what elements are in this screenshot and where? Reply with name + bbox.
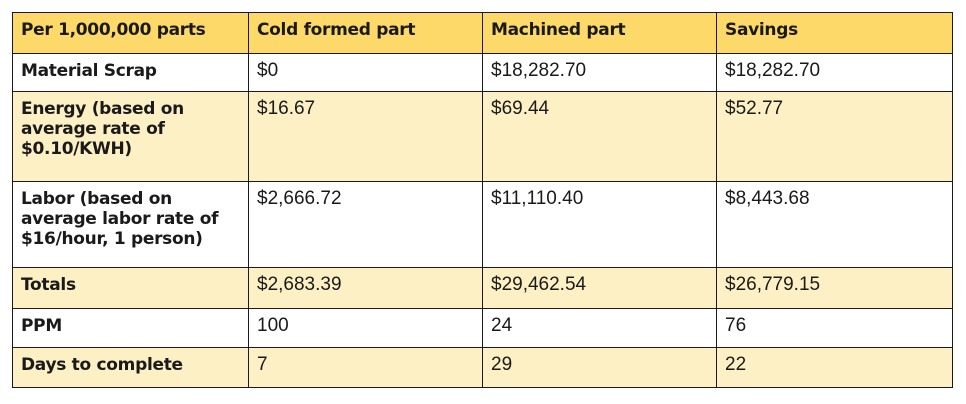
row-label: Material Scrap — [12, 53, 249, 92]
row-label: Energy (based on average rate of $0.10/K… — [12, 91, 249, 182]
table-row-days-to-complete: Days to complete 7 29 22 — [12, 347, 953, 388]
savings-value: $8,443.68 — [716, 181, 953, 268]
table-row-labor: Labor (based on average labor rate of $1… — [12, 181, 953, 268]
machined-value: 29 — [482, 347, 717, 388]
cold-formed-value: $2,683.39 — [248, 267, 483, 309]
cold-formed-value: $0 — [248, 53, 483, 92]
row-label: Labor (based on average labor rate of $1… — [12, 181, 249, 268]
cold-formed-value: 100 — [248, 308, 483, 348]
machined-value: $69.44 — [482, 91, 717, 182]
table-row-energy: Energy (based on average rate of $0.10/K… — [12, 91, 953, 182]
machined-value: $18,282.70 — [482, 53, 717, 92]
table-row-totals: Totals $2,683.39 $29,462.54 $26,779.15 — [12, 267, 953, 309]
machined-value: $11,110.40 — [482, 181, 717, 268]
row-label: Days to complete — [12, 347, 249, 388]
header-per-million-parts: Per 1,000,000 parts — [12, 12, 249, 54]
machined-value: 24 — [482, 308, 717, 348]
savings-value: $26,779.15 — [716, 267, 953, 309]
savings-value: 22 — [716, 347, 953, 388]
table-row-ppm: PPM 100 24 76 — [12, 308, 953, 348]
header-machined-part: Machined part — [482, 12, 717, 54]
table-row-material-scrap: Material Scrap $0 $18,282.70 $18,282.70 — [12, 53, 953, 92]
cost-comparison-table: Per 1,000,000 parts Cold formed part Mac… — [12, 12, 953, 388]
savings-value: $18,282.70 — [716, 53, 953, 92]
cold-formed-value: $2,666.72 — [248, 181, 483, 268]
cold-formed-value: $16.67 — [248, 91, 483, 182]
machined-value: $29,462.54 — [482, 267, 717, 309]
savings-value: 76 — [716, 308, 953, 348]
header-cold-formed-part: Cold formed part — [248, 12, 483, 54]
row-label: PPM — [12, 308, 249, 348]
savings-value: $52.77 — [716, 91, 953, 182]
cost-comparison-table-container: Per 1,000,000 parts Cold formed part Mac… — [12, 12, 953, 388]
header-savings: Savings — [716, 12, 953, 54]
table-header-row: Per 1,000,000 parts Cold formed part Mac… — [12, 12, 953, 54]
row-label: Totals — [12, 267, 249, 309]
cold-formed-value: 7 — [248, 347, 483, 388]
